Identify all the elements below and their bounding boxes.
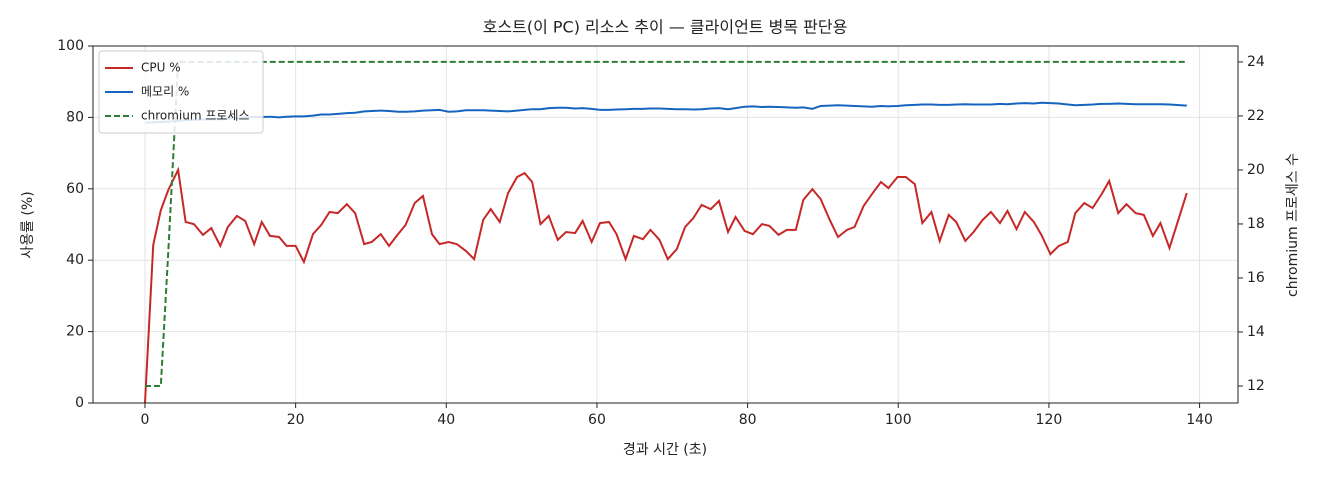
legend-label: chromium 프로세스	[141, 109, 250, 123]
y2-tick-label: 24	[1247, 54, 1265, 70]
y-tick-label: 0	[75, 395, 84, 411]
y-axis-label: 사용률 (%)	[20, 191, 36, 258]
line-series	[144, 101, 1187, 124]
y2-tick-label: 20	[1247, 162, 1265, 178]
y-tick-label: 100	[57, 38, 84, 54]
y2-tick-label: 16	[1247, 270, 1265, 286]
x-tick-label: 20	[287, 412, 305, 428]
legend-label: 메모리 %	[141, 85, 189, 99]
line-series	[144, 60, 1187, 387]
line-series	[143, 166, 1188, 404]
y2-tick-label: 22	[1247, 108, 1265, 124]
legend-label: CPU %	[141, 61, 181, 75]
y-tick-label: 20	[66, 324, 84, 340]
x-tick-label: 140	[1186, 412, 1213, 428]
y-tick-label: 80	[66, 109, 84, 125]
y2-axis-label: chromium 프로세스 수	[1285, 153, 1301, 297]
legend-box	[98, 50, 264, 134]
y2-tick-label: 12	[1247, 378, 1265, 394]
y2-tick-label: 14	[1247, 324, 1265, 340]
x-tick-label: 100	[885, 412, 912, 428]
x-tick-label: 40	[437, 412, 455, 428]
x-tick-label: 60	[588, 412, 606, 428]
y2-tick-label: 18	[1247, 216, 1265, 232]
y-tick-label: 40	[66, 252, 84, 268]
x-tick-label: 120	[1036, 412, 1063, 428]
x-tick-label: 0	[141, 412, 150, 428]
x-axis-label: 경과 시간 (초)	[623, 442, 707, 458]
x-tick-label: 80	[739, 412, 757, 428]
chart-title: 호스트(이 PC) 리소스 추이 — 클라이언트 병목 판단용	[483, 18, 848, 37]
plot-frame	[92, 45, 1239, 404]
y-tick-label: 60	[66, 181, 84, 197]
